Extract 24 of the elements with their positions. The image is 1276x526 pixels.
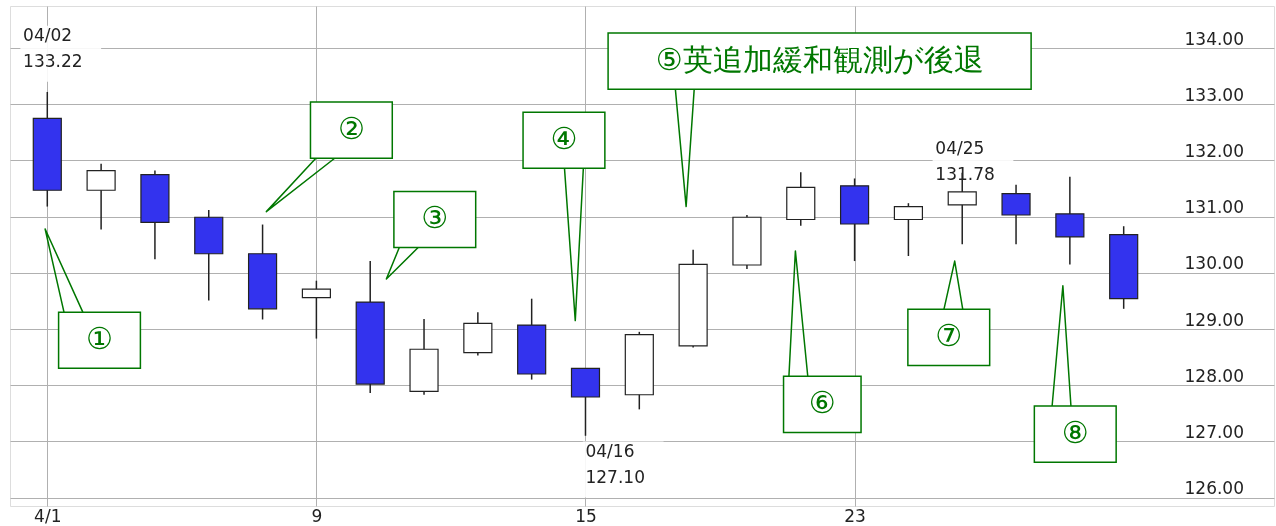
annotation: ⑤英追加緩和観測が後退 (655, 42, 984, 78)
annotation: ⑦ (935, 318, 963, 354)
annotation: ④ (550, 121, 578, 157)
annotation: ① (86, 321, 113, 357)
y-tick-label: 132.00 (1184, 140, 1244, 161)
annotation: ⑧ (1061, 415, 1089, 451)
y-tick-label: 134.00 (1184, 28, 1244, 49)
x-tick-label: 23 (844, 505, 866, 526)
y-tick-label: 133.00 (1184, 84, 1244, 105)
y-tick-label: 126.00 (1184, 478, 1244, 499)
annotation: 04/16 127.10 (585, 441, 645, 488)
annotation: ② (337, 111, 365, 147)
annotation: ⑥ (808, 385, 836, 421)
x-tick-label: 9 (311, 505, 323, 526)
annotation: ③ (421, 200, 449, 236)
annotation: 04/25 131.78 (935, 137, 995, 184)
y-tick-label: 128.00 (1184, 365, 1244, 386)
y-tick-label: 131.00 (1184, 197, 1244, 218)
annotation: 04/02 133.22 (23, 25, 83, 72)
y-tick-label: 127.00 (1184, 421, 1244, 442)
x-tick-label: 15 (575, 505, 597, 526)
x-tick-label: 4/1 (34, 505, 62, 526)
y-tick-label: 130.00 (1184, 253, 1244, 274)
y-tick-label: 129.00 (1184, 309, 1244, 330)
